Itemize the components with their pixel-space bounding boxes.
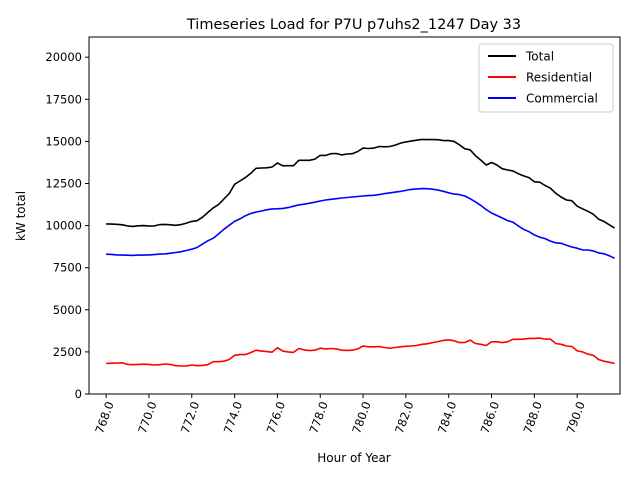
x-tick-label: 770.0: [135, 400, 159, 436]
x-tick-label: 768.0: [92, 400, 116, 436]
legend-box: [478, 43, 614, 113]
y-axis-ticks: 0 2500 5000 7500 10000 12500 15000 17500 20000: [45, 50, 89, 401]
series-layer: [106, 138, 616, 367]
x-tick-label: 772.0: [178, 400, 202, 436]
plot-frame: [88, 36, 621, 395]
x-axis-label: Hour of Year: [317, 451, 391, 465]
legend-label-commercial: Commercial: [526, 92, 598, 106]
y-tick-label: 0: [75, 387, 82, 401]
y-tick-label: 12500: [45, 177, 82, 191]
x-tick-label: 788.0: [521, 400, 545, 436]
x-tick-label: 786.0: [478, 400, 502, 436]
y-tick-label: 7500: [53, 261, 82, 275]
y-axis-label: kW total: [14, 191, 28, 241]
y-tick-label: 20000: [45, 50, 82, 64]
y-tick-label: 15000: [45, 134, 82, 148]
x-tick-label: 776.0: [264, 400, 288, 436]
x-tick-label: 774.0: [221, 400, 245, 436]
chart-title: Timeseries Load for P7U p7uhs2_1247 Day …: [186, 17, 521, 33]
x-axis-ticks: 768.0 770.0 772.0 774.0 776.0 778.0 780.0 782.0…: [92, 394, 588, 436]
x-tick-label: 790.0: [563, 400, 587, 436]
x-tick-label: 784.0: [435, 400, 459, 436]
x-tick-label: 782.0: [392, 400, 416, 436]
x-tick-label: 780.0: [349, 400, 373, 436]
legend-label-total: Total: [525, 50, 554, 64]
legend: Total Residential Commercial: [478, 43, 614, 113]
y-tick-label: 2500: [53, 345, 82, 359]
y-tick-label: 17500: [45, 92, 82, 106]
series-line-commercial: [106, 187, 615, 260]
legend-label-residential: Residential: [526, 71, 592, 85]
y-tick-label: 10000: [45, 219, 82, 233]
y-tick-label: 5000: [53, 303, 82, 317]
series-line-residential: [106, 337, 615, 367]
x-tick-label: 778.0: [306, 400, 330, 436]
series-line-total: [106, 138, 616, 229]
